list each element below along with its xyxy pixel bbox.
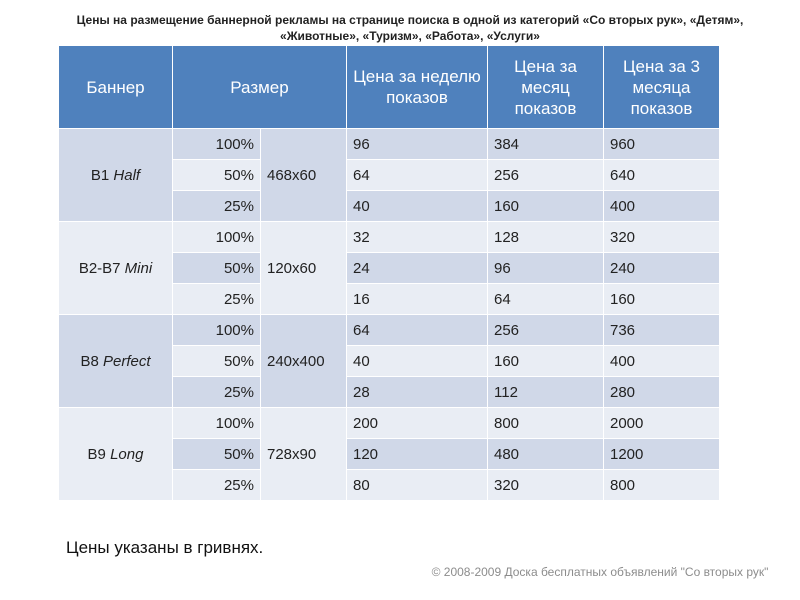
three-month-price-cell: 800: [603, 469, 720, 501]
week-price-cell: 24: [346, 252, 488, 284]
banner-name-cell: B2-B7 Mini: [58, 221, 173, 315]
percent-cell: 100%: [172, 407, 261, 439]
banner-name: Long: [110, 445, 144, 463]
three-month-price-cell: 1200: [603, 438, 720, 470]
week-price-cell: 64: [346, 314, 488, 346]
month-price-cell: 160: [487, 345, 604, 377]
table-row: 50% 64 256 640: [58, 159, 720, 191]
percent-cell: 50%: [172, 252, 261, 284]
price-table: Баннер Размер Цена за неделю показов Цен…: [58, 45, 720, 501]
week-price-cell: 28: [346, 376, 488, 408]
week-price-cell: 16: [346, 283, 488, 315]
month-price-cell: 160: [487, 190, 604, 222]
month-price-cell: 64: [487, 283, 604, 315]
percent-cell: 25%: [172, 283, 261, 315]
three-month-price-cell: 2000: [603, 407, 720, 439]
banner-name: Mini: [124, 259, 153, 277]
percent-cell: 25%: [172, 469, 261, 501]
banner-code: B2-B7: [78, 259, 125, 277]
three-month-price-cell: 320: [603, 221, 720, 253]
three-month-price-cell: 240: [603, 252, 720, 284]
month-price-cell: 384: [487, 128, 604, 160]
size-cell: 240x400: [260, 314, 347, 408]
header-size: Размер: [172, 45, 347, 129]
table-row: 25% 28 112 280: [58, 376, 720, 408]
currency-note: Цены указаны в гривнях.: [66, 538, 264, 557]
copyright-text: © 2008-2009 Доска бесплатных объявлений …: [431, 565, 769, 579]
week-price-cell: 32: [346, 221, 488, 253]
three-month-price-cell: 736: [603, 314, 720, 346]
week-price-cell: 64: [346, 159, 488, 191]
three-month-price-cell: 160: [603, 283, 720, 315]
banner-name: Perfect: [102, 352, 151, 370]
three-month-price-cell: 640: [603, 159, 720, 191]
banner-code: B1: [90, 166, 114, 184]
banner-code: B8: [80, 352, 103, 370]
header-banner: Баннер: [58, 45, 173, 129]
banner-name-cell: B1 Half: [58, 128, 173, 222]
table-row: B9 Long 100% 728x90 200 800 2000: [58, 407, 720, 501]
percent-cell: 25%: [172, 190, 261, 222]
banner-name-cell: B9 Long: [58, 407, 173, 501]
week-price-cell: 80: [346, 469, 488, 501]
percent-cell: 100%: [172, 221, 261, 253]
size-cell: 728x90: [260, 407, 347, 501]
table-row: B8 Perfect 100% 240x400 64 256 736: [58, 314, 720, 408]
header-row: Баннер Размер Цена за неделю показов Цен…: [58, 45, 720, 129]
percent-cell: 100%: [172, 314, 261, 346]
month-price-cell: 256: [487, 159, 604, 191]
three-month-price-cell: 400: [603, 345, 720, 377]
table-row: B1 Half 100% 468x60 96 384 960: [58, 128, 720, 222]
week-price-cell: 40: [346, 345, 488, 377]
header-week-price: Цена за неделю показов: [346, 45, 488, 129]
banner-name-cell: B8 Perfect: [58, 314, 173, 408]
month-price-cell: 800: [487, 407, 604, 439]
banner-code: B9: [87, 445, 111, 463]
size-cell: 468x60: [260, 128, 347, 222]
page-title: Цены на размещение баннерной рекламы на …: [76, 13, 744, 43]
week-price-cell: 96: [346, 128, 488, 160]
week-price-cell: 200: [346, 407, 488, 439]
three-month-price-cell: 280: [603, 376, 720, 408]
month-price-cell: 96: [487, 252, 604, 284]
percent-cell: 50%: [172, 159, 261, 191]
month-price-cell: 112: [487, 376, 604, 408]
header-month-price: Цена за месяц показов: [487, 45, 604, 129]
percent-cell: 25%: [172, 376, 261, 408]
percent-cell: 50%: [172, 438, 261, 470]
month-price-cell: 320: [487, 469, 604, 501]
percent-cell: 100%: [172, 128, 261, 160]
banner-name: Half: [113, 166, 141, 184]
week-price-cell: 120: [346, 438, 488, 470]
three-month-price-cell: 960: [603, 128, 720, 160]
percent-cell: 50%: [172, 345, 261, 377]
week-price-cell: 40: [346, 190, 488, 222]
month-price-cell: 256: [487, 314, 604, 346]
month-price-cell: 480: [487, 438, 604, 470]
header-three-month-price: Цена за 3 месяца показов: [603, 45, 720, 129]
three-month-price-cell: 400: [603, 190, 720, 222]
table-row: B2-B7 Mini 100% 120x60 32 128 320: [58, 221, 720, 315]
month-price-cell: 128: [487, 221, 604, 253]
size-cell: 120x60: [260, 221, 347, 315]
